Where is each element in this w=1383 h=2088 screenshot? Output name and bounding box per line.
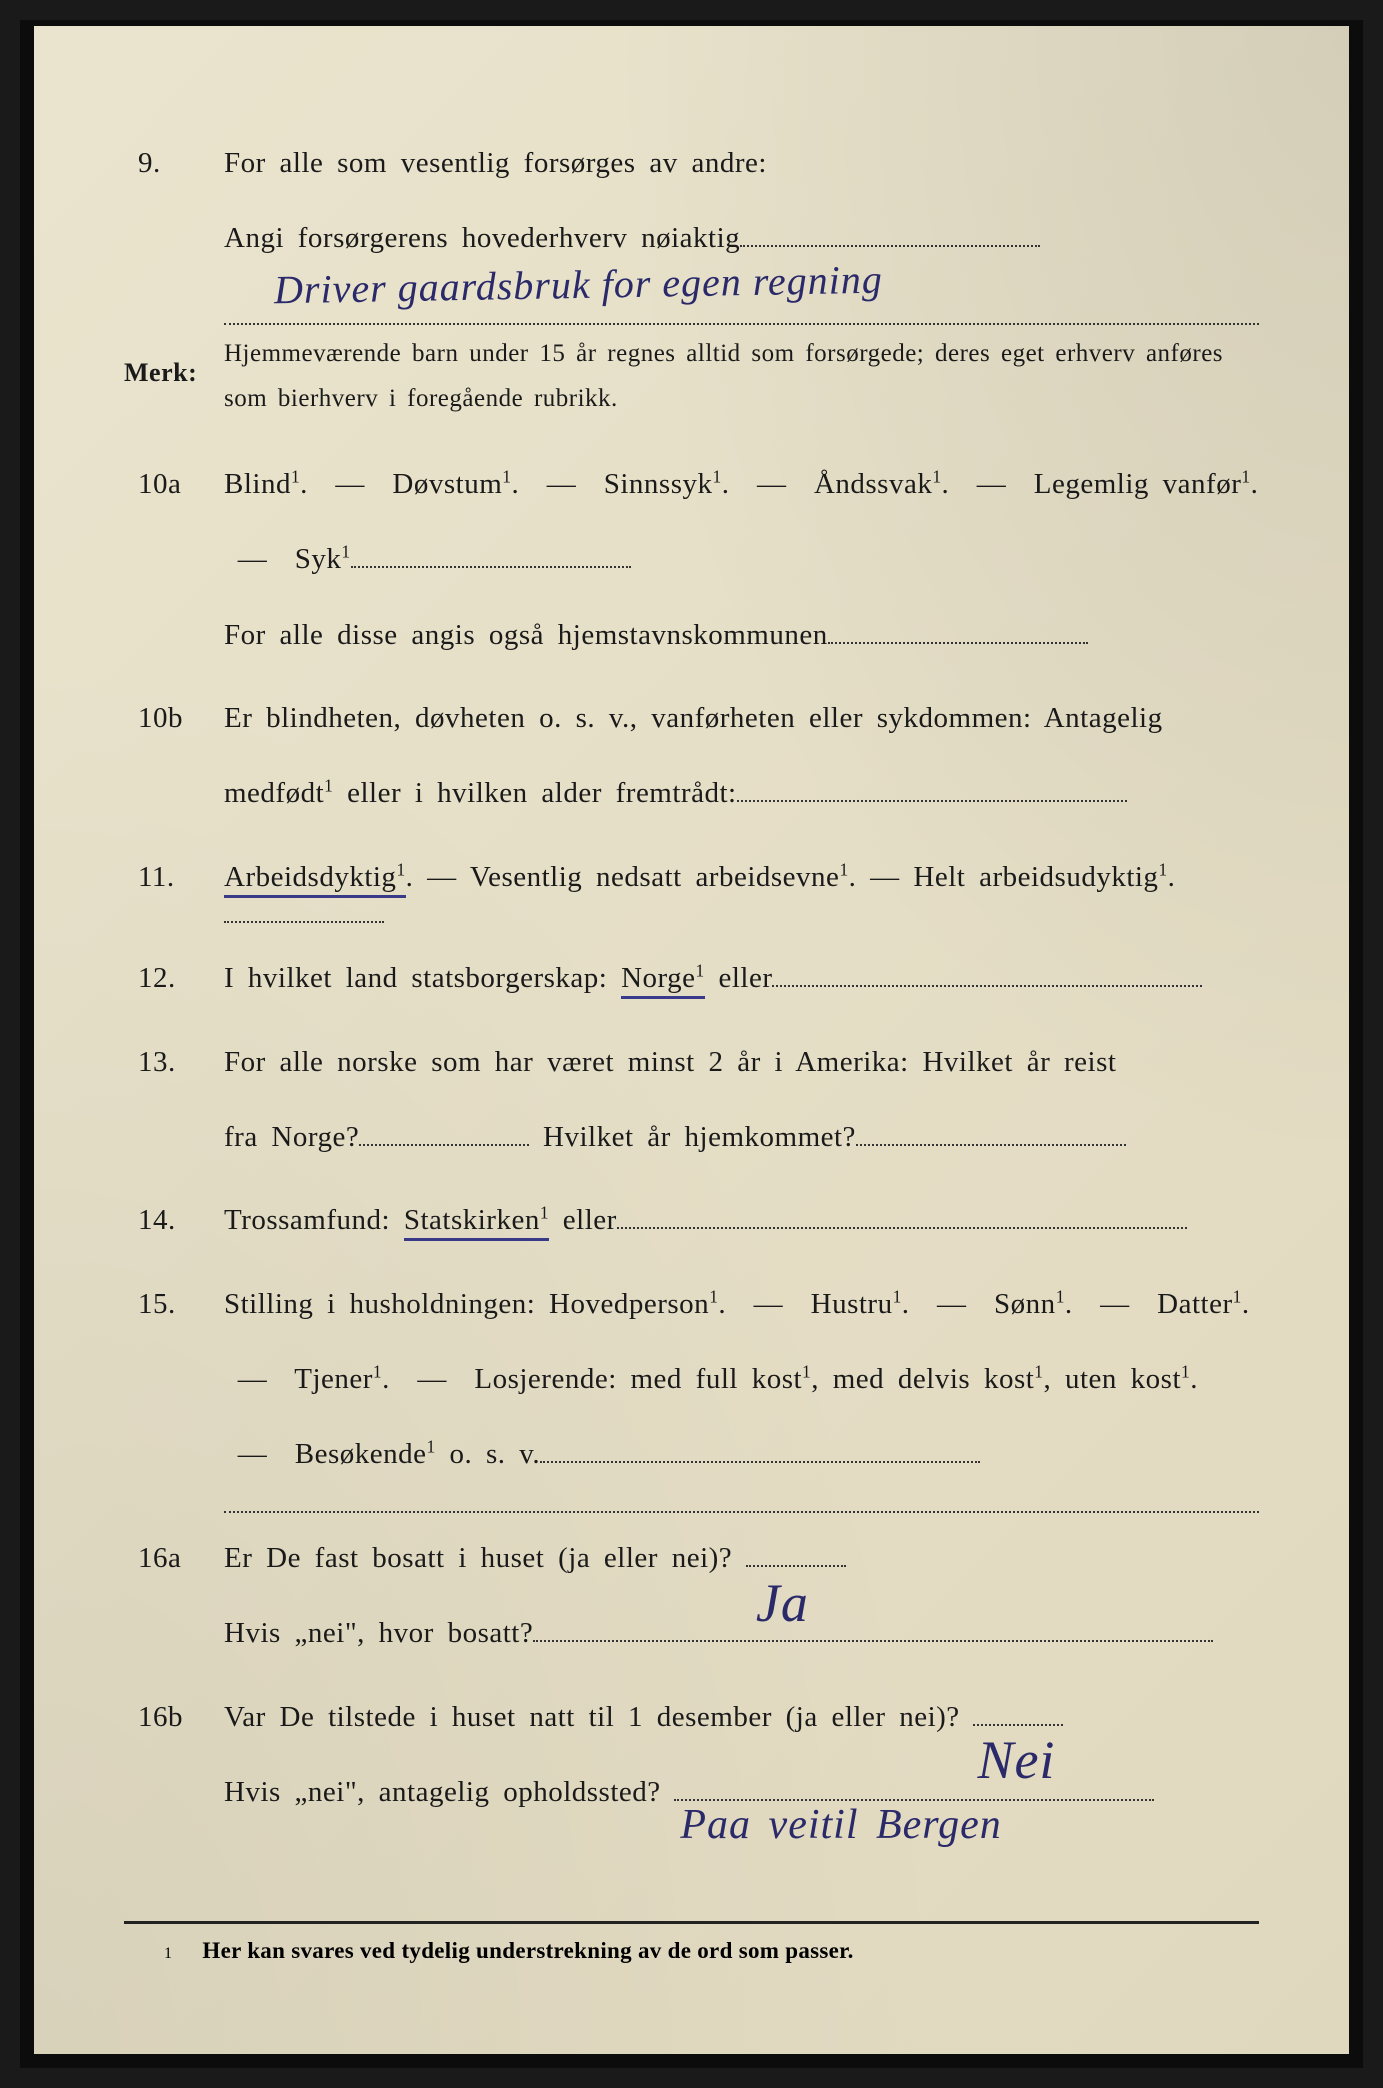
q9-blank[interactable] bbox=[740, 245, 1040, 247]
q16a-number: 16a bbox=[124, 1521, 224, 1672]
q15-blank[interactable] bbox=[540, 1461, 980, 1463]
q13-line1: For alle norske som har været minst 2 år… bbox=[224, 1025, 1259, 1100]
question-9: 9. For alle som vesentlig forsørges av a… bbox=[124, 126, 1259, 277]
q15-blank2[interactable] bbox=[224, 1511, 1259, 1513]
q14-selected: Statskirken1 bbox=[404, 1204, 549, 1241]
question-10a: 10a Blind1. — Døvstum1. — Sinnssyk1. — Å… bbox=[124, 447, 1259, 673]
q9-line1: For alle som vesentlig forsørges av andr… bbox=[224, 126, 1259, 201]
q10b-text: Er blindheten, døvheten o. s. v., vanfør… bbox=[224, 681, 1259, 832]
footer-rule bbox=[124, 1921, 1259, 1924]
question-13: 13. For alle norske som har været minst … bbox=[124, 1025, 1259, 1176]
q14-number: 14. bbox=[124, 1183, 224, 1258]
q12-text: I hvilket land statsborgerskap: Norge1 e… bbox=[224, 941, 1259, 1016]
q16b-number: 16b bbox=[124, 1680, 224, 1831]
question-15: 15. Stilling i husholdningen: Hovedperso… bbox=[124, 1267, 1259, 1513]
q11-rule bbox=[224, 921, 384, 923]
q16b-answer2-field[interactable]: Paa veitil Bergen bbox=[674, 1799, 1154, 1801]
q13-blank1[interactable] bbox=[359, 1144, 529, 1146]
q10a-number: 10a bbox=[124, 447, 224, 673]
q16b-answer-field[interactable]: Nei bbox=[973, 1724, 1063, 1726]
q11-number: 11. bbox=[124, 840, 224, 933]
q10a-blank[interactable] bbox=[351, 566, 631, 568]
q11-selected: Arbeidsdyktig1 bbox=[224, 861, 406, 898]
q13-line2: fra Norge? Hvilket år hjemkommet? bbox=[224, 1100, 1259, 1175]
footnote: 1 Her kan svares ved tydelig understrekn… bbox=[164, 1938, 854, 1964]
q11-text: Arbeidsdyktig1. — Vesentlig nedsatt arbe… bbox=[224, 840, 1259, 933]
q16b-line2: Hvis „nei", antagelig opholdssted? Paa v… bbox=[224, 1755, 1259, 1830]
q13-blank2[interactable] bbox=[856, 1144, 1126, 1146]
note-label: Merk: bbox=[124, 331, 224, 421]
q16a-blank2[interactable] bbox=[533, 1640, 1213, 1642]
census-form-page: 9. For alle som vesentlig forsørges av a… bbox=[20, 20, 1363, 2068]
q10a-blank2[interactable] bbox=[828, 642, 1088, 644]
q14-text: Trossamfund: Statskirken1 eller bbox=[224, 1183, 1259, 1258]
note-row: Merk: Hjemmeværende barn under 15 år reg… bbox=[124, 331, 1259, 421]
q10a-line2: For alle disse angis også hjemstavnskomm… bbox=[224, 598, 1259, 673]
q10b-blank[interactable] bbox=[737, 800, 1127, 802]
q9-answer-line[interactable]: Driver gaardsbruk for egen regning bbox=[224, 275, 1259, 325]
question-14: 14. Trossamfund: Statskirken1 eller bbox=[124, 1183, 1259, 1258]
q15-text: Stilling i husholdningen: Hovedperson1. … bbox=[224, 1267, 1259, 1513]
q15-number: 15. bbox=[124, 1267, 224, 1513]
q16a-line2: Hvis „nei", hvor bosatt? bbox=[224, 1596, 1259, 1671]
q16a-answer: Ja bbox=[756, 1533, 809, 1673]
question-16a: 16a Er De fast bosatt i huset (ja eller … bbox=[124, 1521, 1259, 1672]
q13-number: 13. bbox=[124, 1025, 224, 1176]
note-text: Hjemmeværende barn under 15 år regnes al… bbox=[224, 331, 1259, 421]
footnote-text: Her kan svares ved tydelig understreknin… bbox=[202, 1938, 853, 1963]
q12-blank[interactable] bbox=[772, 985, 1202, 987]
question-10b: 10b Er blindheten, døvheten o. s. v., va… bbox=[124, 681, 1259, 832]
question-16b: 16b Var De tilstede i huset natt til 1 d… bbox=[124, 1680, 1259, 1831]
q12-selected: Norge1 bbox=[621, 962, 705, 999]
q10a-options: Blind1. — Døvstum1. — Sinnssyk1. — Åndss… bbox=[224, 447, 1259, 598]
q16a-q: Er De fast bosatt i huset (ja eller nei)… bbox=[224, 1521, 1259, 1596]
q16b-q: Var De tilstede i huset natt til 1 desem… bbox=[224, 1680, 1259, 1755]
q12-number: 12. bbox=[124, 941, 224, 1016]
q14-blank[interactable] bbox=[617, 1227, 1187, 1229]
footnote-marker: 1 bbox=[164, 1945, 172, 1962]
question-12: 12. I hvilket land statsborgerskap: Norg… bbox=[124, 941, 1259, 1016]
question-11: 11. Arbeidsdyktig1. — Vesentlig nedsatt … bbox=[124, 840, 1259, 933]
q10b-number: 10b bbox=[124, 681, 224, 832]
q9-number: 9. bbox=[124, 126, 224, 277]
q16b-answer2: Paa veitil Bergen bbox=[680, 1771, 1001, 1880]
q16a-answer-field[interactable]: Ja bbox=[746, 1565, 846, 1567]
q9-handwritten-answer: Driver gaardsbruk for egen regning bbox=[274, 255, 883, 313]
